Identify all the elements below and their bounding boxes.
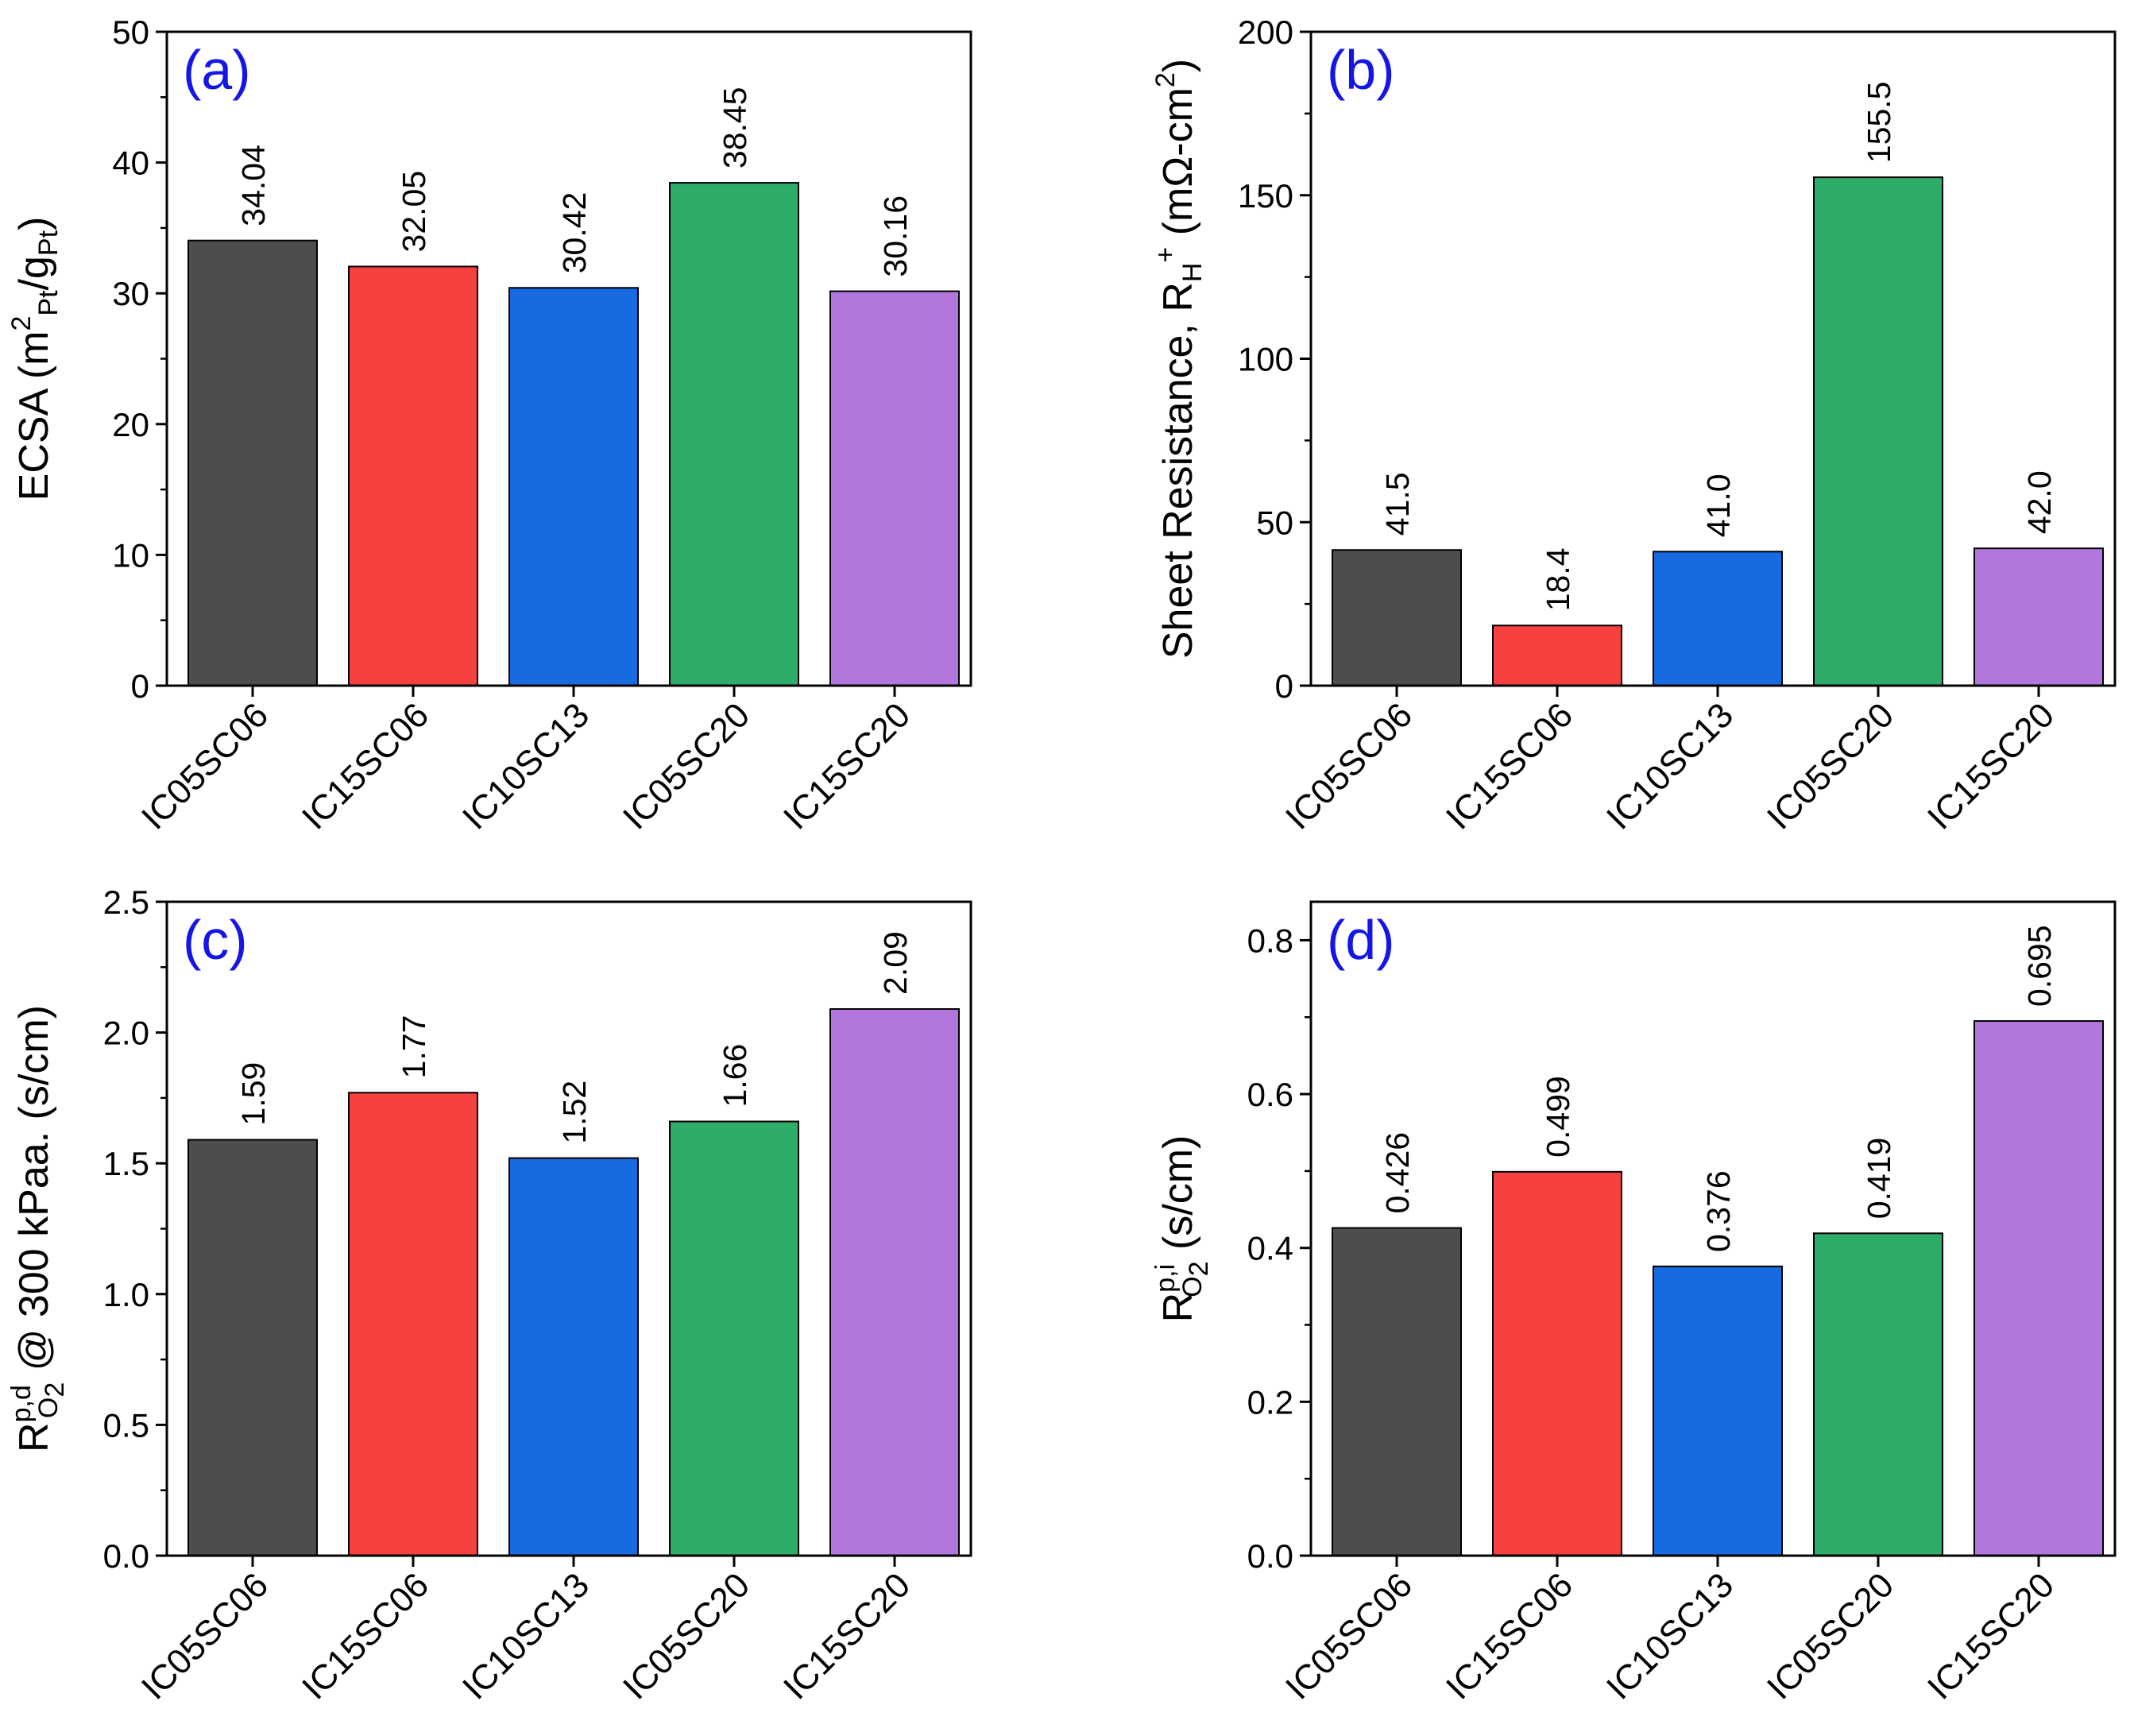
y-axis-title: Rp,dO2 @ 300 kPaa. (s/cm) <box>6 1005 70 1452</box>
y-tick-label: 150 <box>1238 177 1293 215</box>
panel-b: 41.5 18.4 41.0 155.5 42.0 0 50 100 150 200 IC05SC0… <box>1150 14 2117 837</box>
panel-label: (b) <box>1327 39 1395 101</box>
y-tick-label: 50 <box>112 14 149 51</box>
y-tick-label: 0.5 <box>103 1406 149 1444</box>
y-tick-label: 30 <box>112 275 149 312</box>
x-tick-label: IC05SC20 <box>616 1565 757 1707</box>
x-tick-label: IC05SC06 <box>1278 1565 1420 1707</box>
data-label: 2.09 <box>877 931 914 995</box>
data-label: 42.0 <box>2021 470 2058 534</box>
panel-label: (a) <box>183 39 251 101</box>
bar-IC15SC20 <box>1974 1020 2104 1556</box>
data-label: 0.426 <box>1379 1132 1416 1214</box>
x-tick-label: IC15SC06 <box>295 695 436 837</box>
x-tick-label: IC15SC06 <box>1439 695 1580 837</box>
x-tick-label: IC05SC20 <box>1760 1565 1901 1707</box>
y-tick-label: 10 <box>112 536 149 574</box>
data-label: 1.77 <box>396 1015 432 1079</box>
y-tick-label: 2.0 <box>103 1015 149 1052</box>
bar-IC10SC13 <box>1653 551 1783 686</box>
data-label: 38.45 <box>717 87 753 169</box>
x-tick-label: IC15SC20 <box>776 1565 918 1707</box>
y-tick-label: 1.0 <box>103 1276 149 1313</box>
x-tick-label: IC15SC20 <box>1920 1565 2062 1707</box>
bar-IC10SC13 <box>1653 1265 1783 1556</box>
data-label: 18.4 <box>1540 547 1576 611</box>
y-axis-title: ECSA (m2Pt/gPt) <box>6 217 64 501</box>
y-tick-label: 200 <box>1238 14 1293 51</box>
x-tick-label: IC15SC06 <box>295 1565 436 1707</box>
y-tick-label: 20 <box>112 406 149 443</box>
data-label: 30.16 <box>877 195 914 277</box>
bar-IC15SC06 <box>1492 1170 1622 1556</box>
y-tick-label: 2.5 <box>103 883 149 921</box>
y-tick-label: 100 <box>1238 341 1293 378</box>
panel-label: (d) <box>1327 909 1395 971</box>
y-tick-label: 40 <box>112 145 149 182</box>
bar-IC10SC13 <box>508 1157 639 1556</box>
data-label: 0.419 <box>1861 1138 1897 1220</box>
y-tick-label: 50 <box>1256 504 1293 541</box>
data-label: 34.04 <box>235 145 272 226</box>
bar-IC15SC06 <box>1492 624 1622 686</box>
x-tick-label: IC10SC13 <box>1599 695 1741 837</box>
x-tick-label: IC15SC06 <box>1439 1565 1580 1707</box>
bar-IC15SC06 <box>348 265 478 687</box>
x-tick-label: IC05SC06 <box>134 695 276 837</box>
x-tick-label: IC10SC13 <box>1599 1565 1741 1707</box>
y-tick-label: 0.4 <box>1247 1230 1293 1267</box>
y-tick-label: 0.2 <box>1247 1383 1293 1421</box>
y-tick-label: 0 <box>1275 667 1293 705</box>
bar-IC05SC06 <box>1332 549 1462 686</box>
y-axis-title: Sheet Resistance, RH+ (mΩ-cm2) <box>1150 59 1208 659</box>
bar-IC05SC20 <box>1813 1232 1943 1557</box>
data-label: 0.376 <box>1700 1170 1737 1252</box>
bar-IC10SC13 <box>508 287 639 686</box>
data-label: 1.52 <box>556 1081 593 1144</box>
panel-a: 34.04 32.05 30.42 38.45 30.16 0 10 20 30 40 50 IC05… <box>6 14 972 837</box>
y-tick-label: 1.5 <box>103 1145 149 1182</box>
x-tick-label: IC05SC20 <box>616 695 757 837</box>
bar-IC05SC06 <box>1332 1227 1462 1556</box>
data-label: 41.5 <box>1379 472 1416 535</box>
y-tick-label: 0.6 <box>1247 1076 1293 1113</box>
data-label: 32.05 <box>396 171 432 253</box>
data-label: 1.59 <box>235 1062 272 1126</box>
bar-IC15SC20 <box>829 290 960 686</box>
panel-c: 1.59 1.77 1.52 1.66 2.09 0.0 0.5 1.0 1.5 2.0 2.5 IC… <box>6 883 972 1707</box>
data-label: 30.42 <box>556 192 593 274</box>
x-tick-label: IC05SC06 <box>134 1565 276 1707</box>
panel-label: (c) <box>183 909 248 971</box>
x-tick-label: IC15SC20 <box>776 695 918 837</box>
data-label: 0.499 <box>1540 1076 1576 1158</box>
bar-IC15SC06 <box>348 1092 478 1557</box>
x-tick-label: IC05SC20 <box>1760 695 1901 837</box>
bar-IC05SC06 <box>187 239 318 686</box>
bar-IC15SC20 <box>829 1007 960 1557</box>
data-label: 1.66 <box>717 1044 753 1108</box>
bar-IC05SC20 <box>669 1120 799 1556</box>
y-axis-title: Rp,iO2 (s/cm) <box>1150 1135 1214 1323</box>
data-label: 155.5 <box>1861 82 1897 164</box>
x-tick-label: IC10SC13 <box>455 695 597 837</box>
x-tick-label: IC05SC06 <box>1278 695 1420 837</box>
bar-IC05SC20 <box>669 182 799 687</box>
y-tick-label: 0 <box>131 667 149 705</box>
data-label: 41.0 <box>1700 474 1737 537</box>
plot-frame <box>1309 900 2117 1557</box>
y-tick-label: 0.0 <box>1247 1537 1293 1575</box>
bar-IC05SC06 <box>187 1139 318 1556</box>
panel-d: 0.426 0.499 0.376 0.419 0.695 0.0 0.2 0.4 0.6 0.8… <box>1150 900 2117 1707</box>
bar-IC05SC20 <box>1813 176 1943 686</box>
x-tick-label: IC15SC20 <box>1920 695 2062 837</box>
x-tick-label: IC10SC13 <box>455 1565 597 1707</box>
data-label: 0.695 <box>2021 925 2058 1007</box>
y-tick-label: 0.0 <box>103 1537 149 1575</box>
y-tick-label: 0.8 <box>1247 922 1293 959</box>
bar-IC15SC20 <box>1974 547 2104 686</box>
